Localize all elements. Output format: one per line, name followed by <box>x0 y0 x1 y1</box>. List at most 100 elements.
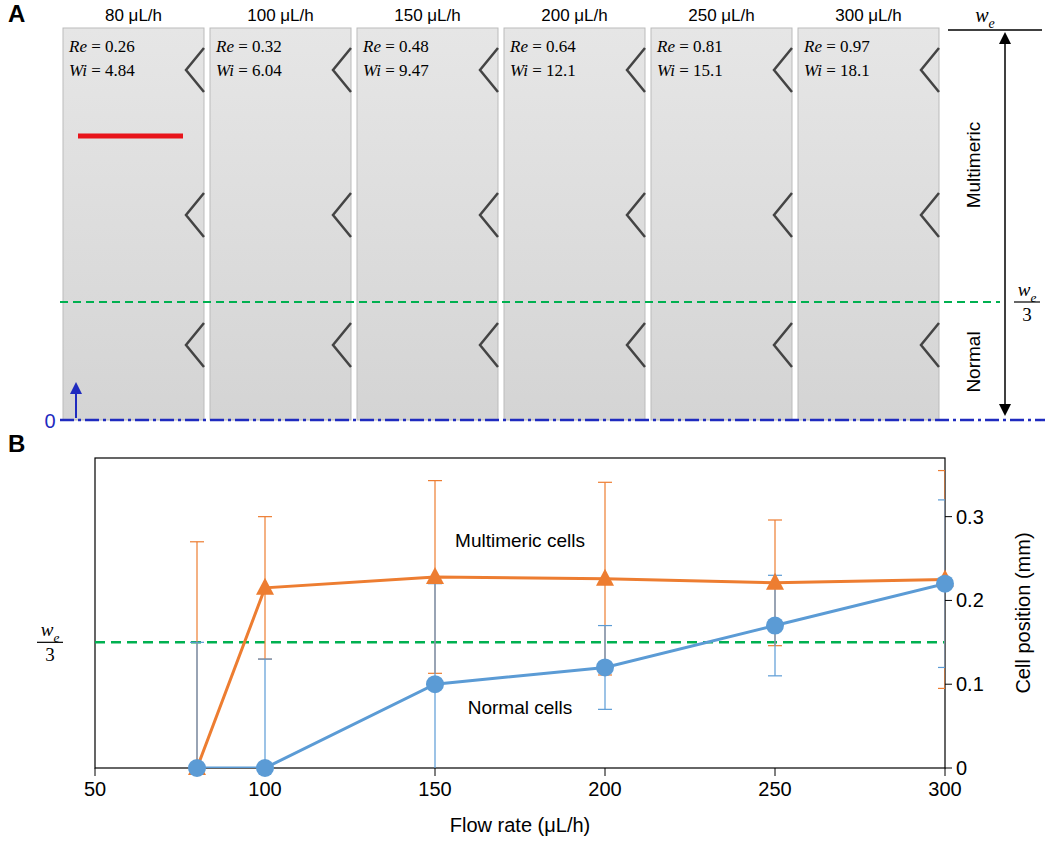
x-tick-label: 250 <box>758 778 791 800</box>
series-line <box>197 584 945 768</box>
channel-wall <box>774 193 792 237</box>
symbol: Wi <box>216 61 234 80</box>
dimensionless-number: Wi = 15.1 <box>657 61 723 80</box>
x-tick-label: 100 <box>248 778 281 800</box>
fraction-denominator: 3 <box>45 644 55 665</box>
region-label: Normal <box>963 331 984 392</box>
flow-rate-label: 200 μL/h <box>541 6 608 25</box>
data-point <box>256 578 274 595</box>
series-line <box>197 577 945 768</box>
channel-wall <box>627 48 645 92</box>
symbol-label: we <box>41 619 60 645</box>
x-tick <box>945 768 946 776</box>
x-axis-title: Flow rate (μL/h) <box>450 814 590 836</box>
data-point <box>936 575 954 593</box>
symbol-label: we <box>975 4 995 31</box>
error-bar <box>190 542 204 768</box>
data-point <box>596 658 614 676</box>
arrow-head <box>70 382 82 394</box>
error-cap <box>428 480 442 481</box>
x-tick-label: 200 <box>588 778 621 800</box>
x-tick-label: 150 <box>418 778 451 800</box>
edge-line <box>948 29 1042 31</box>
data-point <box>766 617 784 635</box>
arrow-head <box>999 404 1011 416</box>
channel-wall <box>333 193 351 237</box>
value: = 4.84 <box>87 61 135 80</box>
centerline <box>60 419 1045 422</box>
y-tick-label: 0.3 <box>956 506 984 528</box>
data-point <box>766 573 784 590</box>
fraction-bar <box>1014 301 1040 302</box>
panel-letter: B <box>8 430 25 457</box>
micrograph <box>651 28 792 420</box>
value: = 0.64 <box>528 37 576 56</box>
channel-wall <box>186 193 204 237</box>
y-axis-title: Cell position (mm) <box>1012 532 1034 693</box>
symbol-base: w <box>41 619 54 640</box>
error-stem <box>196 542 197 768</box>
symbol: Re <box>362 37 381 56</box>
data-point <box>188 759 206 777</box>
error-cap <box>938 688 945 689</box>
value: = 0.97 <box>822 37 870 56</box>
symbol: Re <box>656 37 675 56</box>
dimensionless-number: Wi = 9.47 <box>363 61 429 80</box>
y-tick-label: 0.2 <box>956 589 984 611</box>
y-tick <box>945 516 952 517</box>
value: = 9.47 <box>381 61 429 80</box>
value: = 15.1 <box>675 61 723 80</box>
x-tick <box>605 768 606 776</box>
flow-rate-label: 80 μL/h <box>105 6 162 25</box>
y-tick-label: 0 <box>956 757 967 779</box>
error-cap <box>938 470 945 471</box>
fraction-bar <box>37 642 63 643</box>
data-point <box>426 567 444 584</box>
symbol: Wi <box>804 61 822 80</box>
dimensionless-number: Re = 0.97 <box>803 37 870 56</box>
channel-wall <box>921 48 939 92</box>
symbol: Wi <box>657 61 675 80</box>
value: = 0.32 <box>234 37 282 56</box>
panel-letter: A <box>8 0 25 27</box>
series-label: Multimeric cells <box>455 530 585 551</box>
symbol: Wi <box>363 61 381 80</box>
error-cap <box>190 541 204 542</box>
dimensionless-number: Wi = 18.1 <box>804 61 870 80</box>
value: = 0.48 <box>381 37 429 56</box>
span-arrow <box>1004 42 1006 406</box>
symbol: Wi <box>510 61 528 80</box>
y-tick <box>945 600 952 601</box>
error-cap <box>768 519 782 520</box>
value: = 6.04 <box>234 61 282 80</box>
micrograph <box>798 28 939 420</box>
dimensionless-number: Wi = 12.1 <box>510 61 576 80</box>
dimensionless-number: Re = 0.32 <box>215 37 282 56</box>
error-cap <box>598 709 612 710</box>
plot-data <box>95 471 945 768</box>
region-label: Multimeric <box>963 122 984 209</box>
dimensionless-number: Wi = 4.84 <box>69 61 135 80</box>
micrograph <box>210 28 351 420</box>
error-cap <box>768 675 782 676</box>
flow-rate-label: 300 μL/h <box>835 6 902 25</box>
channel-wall <box>333 323 351 367</box>
value: = 0.26 <box>87 37 135 56</box>
plot-frame <box>95 458 945 768</box>
reference-line <box>95 641 945 644</box>
symbol-base: w <box>975 4 989 26</box>
channel-wall <box>480 323 498 367</box>
error-bar <box>258 659 272 768</box>
flow-rate-label: 100 μL/h <box>247 6 314 25</box>
dimensionless-number: Wi = 6.04 <box>216 61 282 80</box>
channel-wall <box>921 193 939 237</box>
data-point <box>426 675 444 693</box>
y-tick <box>945 684 952 685</box>
symbol-label: we <box>1018 279 1037 305</box>
error-cap <box>938 499 945 500</box>
micrograph <box>357 28 498 420</box>
flow-rate-label: 250 μL/h <box>688 6 755 25</box>
error-bar <box>190 642 204 768</box>
data-point <box>596 569 614 586</box>
x-tick-label: 300 <box>928 778 961 800</box>
